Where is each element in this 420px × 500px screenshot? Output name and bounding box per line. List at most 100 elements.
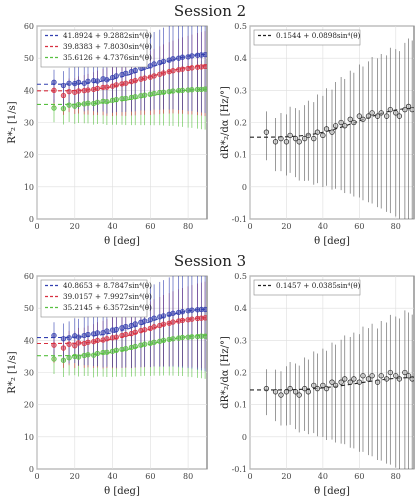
- x-tick-label: 20: [281, 472, 291, 481]
- data-point: [94, 99, 101, 105]
- data-point: [405, 373, 412, 379]
- data-point: [151, 324, 157, 330]
- x-tick-label: 0: [247, 472, 252, 481]
- data-point: [189, 307, 195, 313]
- data-point: [189, 316, 195, 322]
- data-point: [51, 332, 57, 339]
- y-tick-label: 20: [24, 401, 34, 410]
- data-point: [302, 135, 308, 142]
- data-point: [170, 56, 176, 62]
- x-tick-label: 20: [70, 222, 80, 231]
- y-tick-label: 60: [24, 22, 34, 31]
- y-tick-label: -0.1: [232, 215, 247, 224]
- data-point: [323, 385, 330, 392]
- data-point: [305, 389, 311, 395]
- data-point: [151, 90, 157, 97]
- legend-entry: 41.8924 + 9.2882sin⁴(θ): [63, 31, 152, 40]
- y-tick-label: 0.2: [234, 369, 247, 378]
- data-point: [202, 315, 207, 321]
- legend-entry: 39.8383 + 7.8030sin⁴(θ): [63, 42, 152, 51]
- y-tick-label: 60: [24, 272, 34, 281]
- data-point: [351, 376, 357, 382]
- data-point: [160, 313, 167, 319]
- data-point: [329, 379, 335, 385]
- data-point: [85, 331, 91, 338]
- data-point: [189, 334, 195, 340]
- data-point: [85, 352, 91, 358]
- data-point: [296, 139, 302, 145]
- data-point: [170, 68, 176, 74]
- data-point: [278, 135, 284, 142]
- data-point: [189, 87, 195, 93]
- plot-content: [37, 276, 207, 379]
- y-tick-label: 30: [24, 119, 34, 128]
- x-tick-label: 80: [183, 222, 193, 231]
- data-point: [320, 382, 326, 389]
- data-point: [179, 317, 186, 324]
- data-point: [305, 132, 311, 139]
- y-tick-label: 30: [24, 369, 34, 378]
- x-tick-label: 80: [183, 472, 193, 481]
- y-tick-label: 40: [24, 336, 34, 345]
- data-point: [342, 376, 348, 382]
- x-tick-label: 40: [107, 222, 117, 231]
- y-axis-label: R*₂ [1/s]: [7, 101, 18, 143]
- data-point: [132, 321, 138, 327]
- data-point: [123, 331, 129, 338]
- x-tick-label: 80: [391, 472, 401, 481]
- data-point: [85, 87, 91, 93]
- data-point: [202, 86, 207, 92]
- y-tick-label: 10: [24, 433, 34, 442]
- x-tick-label: 20: [70, 472, 80, 481]
- x-tick-label: 60: [145, 472, 155, 481]
- data-point: [60, 345, 67, 351]
- data-point: [104, 328, 110, 334]
- data-point: [94, 350, 101, 357]
- data-point: [302, 385, 308, 392]
- data-point: [402, 106, 408, 113]
- plot-content: [250, 38, 414, 219]
- data-point: [384, 113, 390, 119]
- x-tick-label: 40: [107, 472, 117, 481]
- data-point: [202, 63, 207, 70]
- data-point: [329, 129, 335, 135]
- legend-entry: 0.1544 + 0.0898sin⁴(θ): [276, 31, 361, 40]
- x-tick-label: 60: [145, 222, 155, 231]
- data-point: [263, 385, 270, 392]
- x-tick-label: 40: [318, 472, 328, 481]
- data-point: [51, 105, 57, 111]
- data-point: [72, 343, 78, 349]
- data-point: [66, 355, 72, 361]
- data-point: [287, 132, 293, 139]
- data-point: [123, 70, 129, 76]
- y-axis-label: dR*₂/dα [Hz/°]: [220, 86, 231, 159]
- data-point: [94, 337, 101, 343]
- data-point: [170, 319, 176, 325]
- data-point: [402, 369, 408, 376]
- data-point: [338, 119, 344, 126]
- data-point: [66, 88, 72, 95]
- legend-entry: 35.2145 + 6.3572sin⁴(θ): [63, 303, 152, 312]
- data-point: [66, 341, 72, 347]
- data-point: [85, 78, 91, 84]
- data-point: [94, 85, 101, 92]
- y-tick-label: 0.5: [234, 272, 247, 281]
- data-point: [60, 82, 67, 89]
- data-point: [320, 132, 326, 139]
- data-point: [369, 110, 375, 116]
- y-tick-label: 0.1: [234, 401, 247, 410]
- data-point: [283, 389, 290, 395]
- data-point: [179, 66, 186, 72]
- y-tick-label: 0.4: [234, 54, 247, 63]
- chart-panel: 0 20 40 60 80 0 10 20 30 40 50 60 40.8653 + 8.7847si…: [7, 272, 208, 497]
- data-point: [94, 78, 101, 84]
- data-point: [132, 329, 138, 335]
- data-point: [396, 376, 403, 382]
- session-title: Session 3: [174, 252, 246, 270]
- data-point: [66, 80, 72, 86]
- data-point: [314, 129, 321, 135]
- data-point: [113, 73, 119, 79]
- data-point: [66, 335, 72, 341]
- y-tick-label: -0.1: [232, 465, 247, 474]
